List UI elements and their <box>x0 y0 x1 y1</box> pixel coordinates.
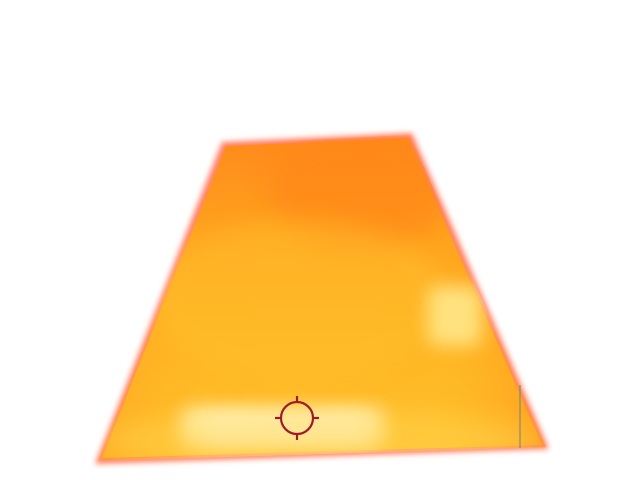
thermal-hotspot-right <box>428 286 482 346</box>
crosshair-icon <box>275 396 319 440</box>
